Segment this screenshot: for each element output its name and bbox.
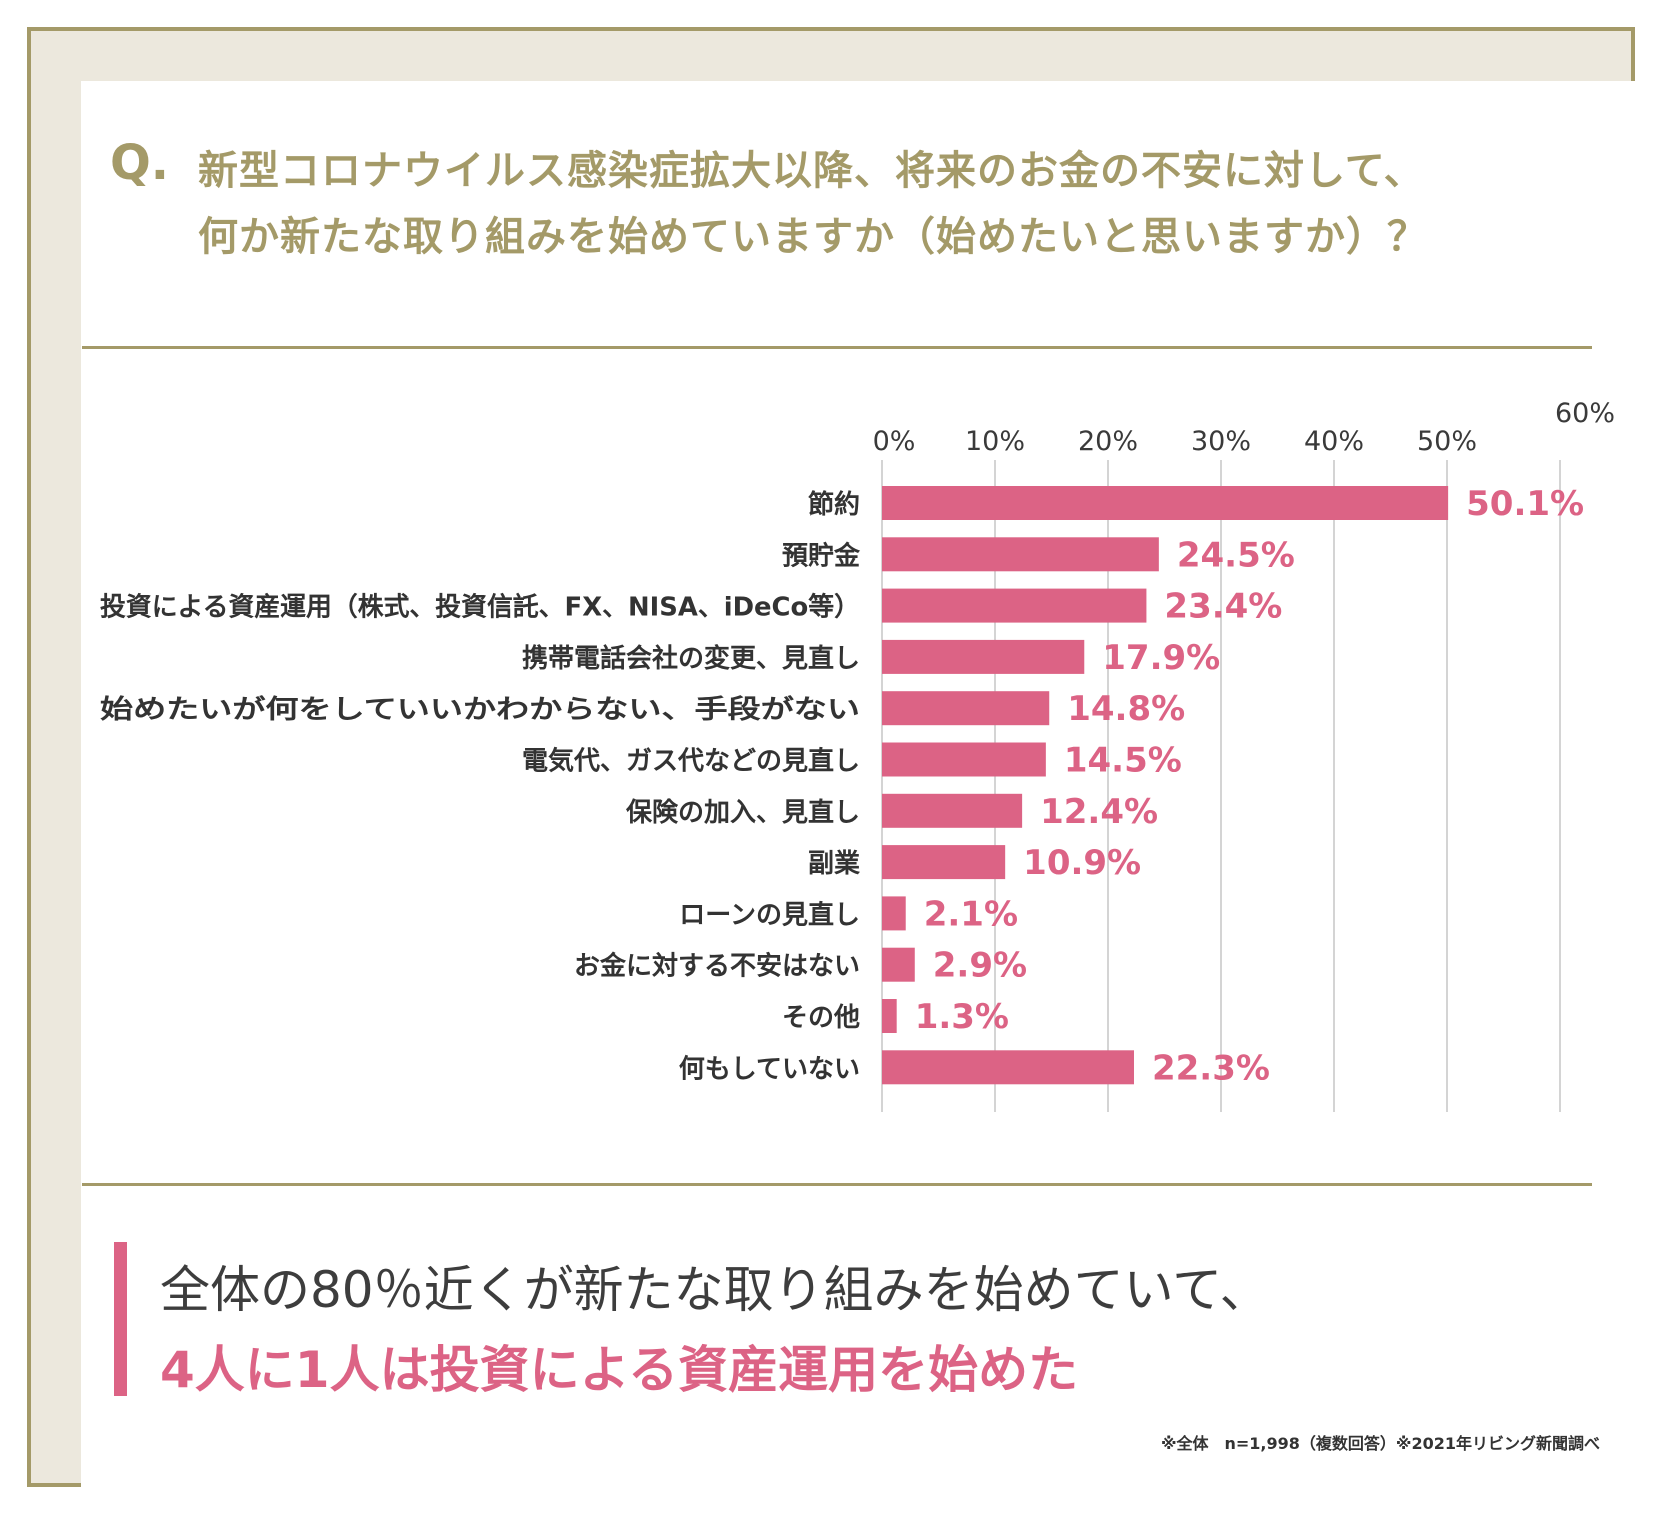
data-label: 10.9% (1023, 843, 1141, 883)
bottom-divider (82, 1183, 1592, 1186)
outer-frame (27, 27, 1644, 1495)
data-label: 17.9% (1102, 638, 1220, 678)
category-label: 副業 (808, 849, 860, 879)
data-label: 22.3% (1152, 1048, 1270, 1088)
conclusion-line-1: 全体の80％近くが新たな取り組みを始めていて、 (160, 1261, 1270, 1319)
top-divider (82, 346, 1592, 349)
x-tick-label: 10% (965, 426, 1025, 457)
bar (882, 691, 1050, 726)
question-mark: Q. (110, 135, 170, 191)
x-tick-label: 50% (1417, 426, 1477, 457)
data-label: 14.5% (1064, 741, 1182, 781)
category-label: その他 (782, 1003, 860, 1033)
x-tick-label: 30% (1191, 426, 1251, 457)
category-label: 節約 (808, 489, 860, 520)
category-label: ローンの見直し (679, 900, 860, 930)
category-label: 投資による資産運用（株式、投資信託、FX、NISA、iDeCo等） (100, 592, 860, 623)
bar (882, 486, 1449, 520)
question-line-1: 新型コロナウイルス感染症拡大以降、将来のお金の不安に対して、 (198, 148, 1425, 194)
data-label: 50.1% (1466, 484, 1584, 524)
inner-panel (81, 81, 1644, 1495)
bar (882, 896, 906, 931)
data-label: 24.5% (1177, 535, 1295, 575)
category-label: 携帯電話会社の変更、見直し (522, 643, 860, 674)
category-label: 始めたいが何をしていいかわからない、手段がない (100, 694, 860, 725)
conclusion-line-2: 4人に1人は投資による資産運用を始めた (160, 1341, 1079, 1399)
bar (882, 1050, 1134, 1085)
bar (882, 639, 1085, 674)
bar-chart: 0% 10% 20% 30% 40% 50% 60% 節約 50.1% 預貯金 24.5% 投資による… (100, 398, 1615, 1112)
footnote: ※全体 n=1,998（複数回答）※2021年リビング新聞調べ (1160, 1434, 1600, 1453)
data-label: 2.9% (933, 946, 1027, 986)
x-tick-label: 20% (1078, 426, 1138, 457)
category-label: 電気代、ガス代などの見直し (522, 746, 860, 777)
x-tick-label: 60% (1555, 398, 1615, 429)
question-line-2: 何か新たな取り組みを始めていますか（始めたいと思いますか）？ (198, 214, 1428, 260)
bar (882, 999, 897, 1033)
bar (882, 588, 1147, 623)
data-label: 12.4% (1040, 792, 1158, 832)
bar (882, 742, 1046, 777)
data-label: 2.1% (924, 894, 1018, 934)
bar (882, 947, 915, 982)
bar (882, 537, 1159, 572)
category-label: お金に対する不安はない (574, 951, 860, 982)
bar (882, 845, 1006, 880)
x-tick-label: 40% (1304, 426, 1364, 457)
category-label: 何もしていない (679, 1054, 860, 1084)
conclusion-accent-bar (114, 1242, 127, 1396)
data-label: 23.4% (1164, 587, 1282, 627)
data-label: 14.8% (1067, 689, 1185, 729)
category-label: 預貯金 (782, 540, 861, 571)
x-tick-label: 0% (873, 426, 916, 457)
data-label: 1.3% (915, 997, 1009, 1037)
bar (882, 793, 1023, 828)
category-label: 保険の加入、見直し (625, 797, 860, 828)
